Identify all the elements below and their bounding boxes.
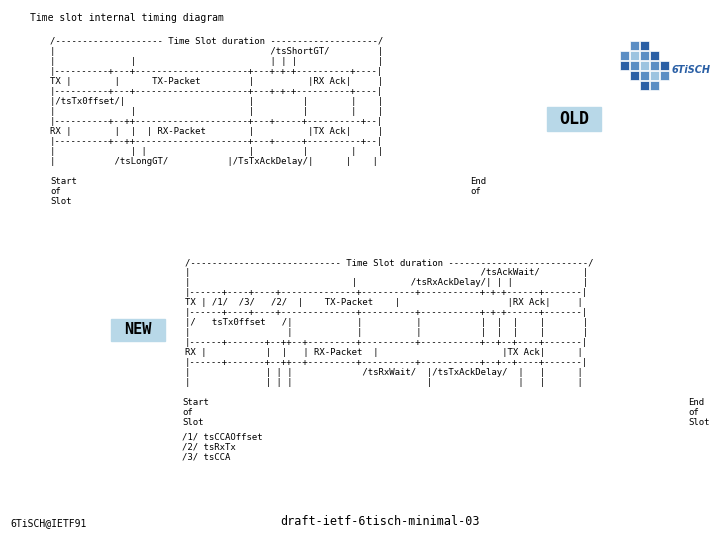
Bar: [630, 51, 639, 60]
Bar: [630, 41, 639, 50]
Text: Slot: Slot: [182, 418, 204, 427]
Text: |------+----+----+--------------+----------+-----------+-+-+------+-------|: |------+----+----+--------------+-------…: [185, 288, 588, 297]
Text: |                              |          /tsRxAckDelay/| | |             |: | | /tsRxAckDelay/| | | |: [185, 278, 588, 287]
Text: /-------------------- Time Slot duration --------------------/: /-------------------- Time Slot duration…: [50, 37, 383, 46]
Text: |              | |                   |         |        |    |: | | | | | | |: [50, 147, 383, 156]
Text: of: of: [50, 187, 60, 196]
Text: |------+-------+--++--+---------+----------+-----------+--+--+----+-------|: |------+-------+--++--+---------+-------…: [185, 358, 588, 367]
Bar: [650, 61, 659, 70]
Text: /1/ tsCCAOffset: /1/ tsCCAOffset: [182, 433, 263, 442]
Text: RX |           |  |   | RX-Packet  |                       |TX Ack|      |: RX | | | | RX-Packet | |TX Ack| |: [185, 348, 582, 357]
Text: |                                                      /tsAckWait/        |: | /tsAckWait/ |: [185, 268, 588, 277]
Text: |/   tsTx0ffset   /|            |          |           |  |  |    |       |: |/ tsTx0ffset /| | | | | | | |: [185, 318, 588, 327]
Text: 6TiSCH@IETF91: 6TiSCH@IETF91: [10, 518, 86, 528]
Bar: [630, 61, 639, 70]
Bar: [620, 51, 629, 60]
Bar: [640, 61, 649, 70]
Text: |------+----+----+--------------+----------+-----------+-+-+------+-------|: |------+----+----+--------------+-------…: [185, 308, 588, 317]
Text: TX |        |      TX-Packet         |          |RX Ack|     |: TX | | TX-Packet | |RX Ack| |: [50, 77, 383, 86]
Bar: [650, 51, 659, 60]
Text: of: of: [470, 187, 481, 196]
Bar: [640, 81, 649, 90]
Text: |              | | |                         |                |   |      |: | | | | | | | |: [185, 378, 582, 387]
Bar: [660, 61, 669, 70]
Text: /2/ tsRxTx: /2/ tsRxTx: [182, 443, 235, 452]
Text: Time slot internal timing diagram: Time slot internal timing diagram: [30, 13, 224, 23]
Text: |                                        /tsShortGT/         |: | /tsShortGT/ |: [50, 47, 383, 56]
Text: of: of: [688, 408, 698, 417]
Text: Start: Start: [50, 177, 77, 186]
Bar: [650, 71, 659, 80]
Text: /---------------------------- Time Slot duration --------------------------/: /---------------------------- Time Slot …: [185, 258, 593, 267]
Text: |                  |            |          |           |  |  |    |       |: | | | | | | | | |: [185, 328, 588, 337]
Text: draft-ietf-6tisch-minimal-03: draft-ietf-6tisch-minimal-03: [280, 515, 480, 528]
Bar: [630, 71, 639, 80]
Text: RX |        |  |  | RX-Packet        |          |TX Ack|     |: RX | | | | RX-Packet | |TX Ack| |: [50, 127, 383, 136]
Bar: [660, 71, 669, 80]
Text: |           /tsLongGT/           |/TsTxAckDelay/|      |    |: | /tsLongGT/ |/TsTxAckDelay/| | |: [50, 157, 378, 166]
Text: |----------+--++---------------------+---+-----+----------+--|: |----------+--++---------------------+--…: [50, 117, 383, 126]
Text: Slot: Slot: [50, 197, 71, 206]
Text: |              |                         | | |               |: | | | | | |: [50, 57, 383, 66]
Text: End: End: [688, 398, 704, 407]
Text: Start: Start: [182, 398, 209, 407]
Text: |              | | |             /tsRxWait/  |/tsTxAckDelay/  |   |      |: | | | | /tsRxWait/ |/tsTxAckDelay/ | | |: [185, 368, 582, 377]
Text: |------+-------+--++--+---------+----------+-----------+--+--+----+-------|: |------+-------+--++--+---------+-------…: [185, 338, 588, 347]
Text: NEW: NEW: [125, 322, 152, 338]
Bar: [650, 81, 659, 90]
Text: of: of: [182, 408, 193, 417]
Text: OLD: OLD: [559, 110, 589, 128]
FancyBboxPatch shape: [547, 107, 601, 131]
Text: Slot: Slot: [688, 418, 709, 427]
Bar: [640, 41, 649, 50]
FancyBboxPatch shape: [111, 319, 165, 341]
Text: /3/ tsCCA: /3/ tsCCA: [182, 453, 230, 462]
Bar: [620, 61, 629, 70]
Text: |----------+--++---------------------+---+-----+----------+--|: |----------+--++---------------------+--…: [50, 137, 383, 146]
Text: 6TiSCH: 6TiSCH: [672, 65, 711, 75]
Text: End: End: [470, 177, 486, 186]
Text: |----------+---+---------------------+---+-+-+----------+----|: |----------+---+---------------------+--…: [50, 87, 383, 96]
Text: TX | /1/  /3/   /2/  |    TX-Packet    |                    |RX Ack|     |: TX | /1/ /3/ /2/ | TX-Packet | |RX Ack| …: [185, 298, 582, 307]
Text: |----------+---+---------------------+---+-+-+----------+----|: |----------+---+---------------------+--…: [50, 67, 383, 76]
Bar: [640, 71, 649, 80]
Bar: [640, 51, 649, 60]
Text: |              |                     |         |        |    |: | | | | | |: [50, 107, 383, 116]
Text: |/tsTx0ffset/|                       |         |        |    |: |/tsTx0ffset/| | | | |: [50, 97, 383, 106]
